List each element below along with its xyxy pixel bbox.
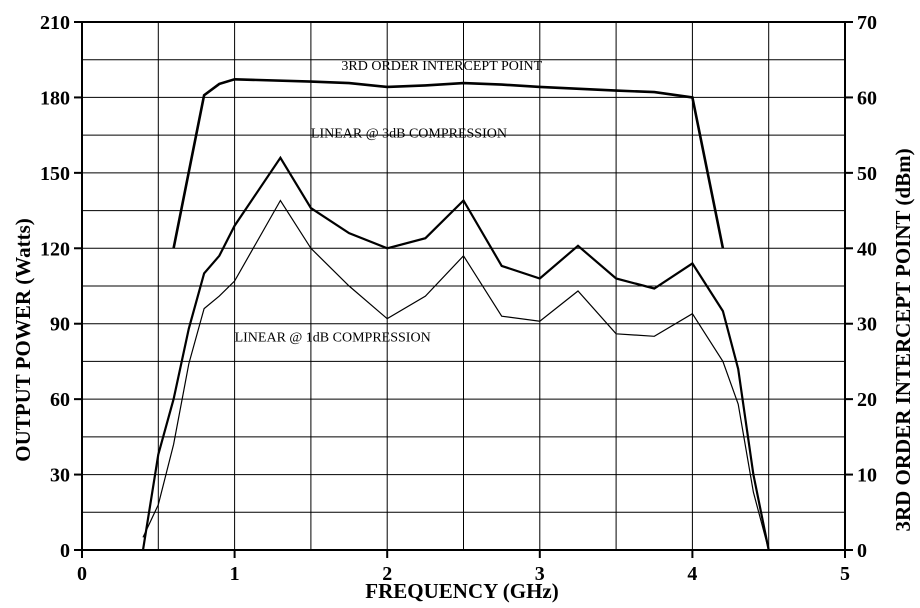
grid-lines (82, 22, 845, 550)
plot-frame (81, 21, 846, 551)
y2-tick-label: 10 (857, 465, 877, 487)
x-tick-label: 3 (535, 563, 545, 585)
x-tick-label: 4 (687, 563, 697, 585)
y-tick-label: 90 (50, 314, 70, 336)
series-line (172, 77, 725, 249)
y2-tick-label: 60 (857, 87, 877, 109)
y-axis-title-right: 3RD ORDER INTERCEPT POINT (dBm) (891, 148, 915, 531)
series-group (141, 77, 770, 551)
annotation-label: LINEAR @ 3dB COMPRESSION (311, 127, 507, 142)
y2-tick-label: 30 (857, 314, 877, 336)
annotation-label: LINEAR @ 1dB COMPRESSION (235, 330, 431, 345)
x-tick-label: 5 (840, 563, 850, 585)
y2-tick-label: 0 (857, 540, 867, 562)
y-tick-label: 180 (40, 87, 70, 109)
y2-tick-label: 20 (857, 389, 877, 411)
y-tick-label: 60 (50, 389, 70, 411)
y2-tick-label: 70 (857, 12, 877, 34)
y2-tick-label: 40 (857, 238, 877, 260)
y-tick-label: 120 (40, 238, 70, 260)
y-axis-title-left: OUTPUT POWER (Watts) (11, 218, 35, 461)
y-tick-label: 0 (60, 540, 70, 562)
y2-tick-label: 50 (857, 163, 877, 185)
series-line (142, 199, 770, 551)
annotations: 3RD ORDER INTERCEPT POINT LINEAR @ 3dB CO… (235, 59, 543, 346)
annotation-label: 3RD ORDER INTERCEPT POINT (341, 59, 542, 74)
x-tick-label: 2 (382, 563, 392, 585)
series-line (141, 155, 770, 551)
y-tick-label: 210 (40, 12, 70, 34)
x-tick-label: 0 (77, 563, 87, 585)
y-tick-label: 30 (50, 465, 70, 487)
x-tick-label: 1 (230, 563, 240, 585)
x-axis-title: FREQUENCY (GHz) (365, 579, 558, 603)
y-tick-label: 150 (40, 163, 70, 185)
